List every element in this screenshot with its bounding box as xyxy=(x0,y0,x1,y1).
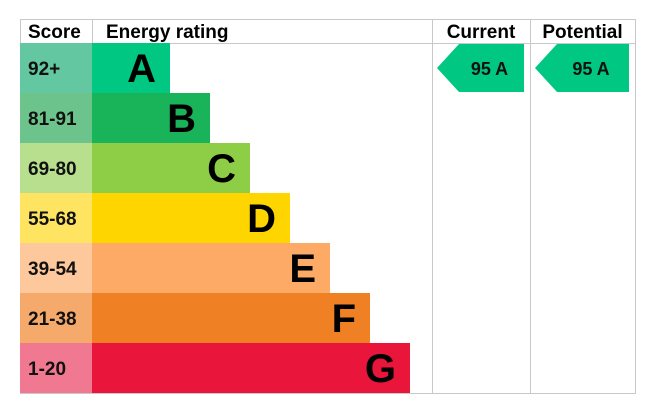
band-row-g: 1-20 G xyxy=(20,343,410,393)
header-current: Current xyxy=(447,22,516,43)
current-rating-arrow xyxy=(437,44,524,92)
score-range-label: 1-20 xyxy=(28,359,66,380)
potential-rating-label: 95 A xyxy=(572,59,609,79)
score-cell-g xyxy=(20,343,92,393)
score-range-label: 92+ xyxy=(28,59,60,80)
rating-letter-c: C xyxy=(207,147,236,191)
score-range-label: 39-54 xyxy=(28,259,77,280)
rating-bands: 92+ A 81-91 B 69-80 C 55-68 D 39-54 E 21-38 F 1-20 G xyxy=(20,43,410,393)
rating-letter-b: B xyxy=(167,97,196,141)
score-cell-a xyxy=(20,43,92,93)
rating-letter-g: G xyxy=(365,347,396,391)
rating-bar-g xyxy=(92,343,410,393)
score-cell-f xyxy=(20,293,92,343)
score-range-label: 21-38 xyxy=(28,309,77,330)
band-row-e: 39-54 E xyxy=(20,243,330,293)
score-range-label: 81-91 xyxy=(28,109,77,130)
band-row-a: 92+ A xyxy=(20,43,170,93)
band-row-d: 55-68 D xyxy=(20,193,290,243)
band-row-c: 69-80 C xyxy=(20,143,250,193)
band-row-f: 21-38 F xyxy=(20,293,370,343)
score-range-label: 55-68 xyxy=(28,209,77,230)
rating-bar-e xyxy=(92,243,330,293)
header-energy-rating: Energy rating xyxy=(106,22,228,43)
rating-letter-f: F xyxy=(332,297,356,341)
header-score: Score xyxy=(28,22,81,43)
header-potential: Potential xyxy=(542,22,622,43)
rating-letter-a: A xyxy=(127,47,156,91)
rating-bar-f xyxy=(92,293,370,343)
table-header: Score Energy rating Current Potential xyxy=(28,22,623,43)
rating-bar-d xyxy=(92,193,290,243)
potential-rating-arrow xyxy=(535,44,629,92)
potential-rating: 95 A xyxy=(535,44,629,92)
score-cell-d xyxy=(20,193,92,243)
score-range-label: 69-80 xyxy=(28,159,77,180)
current-rating-label: 95 A xyxy=(471,59,508,79)
rating-bar-a xyxy=(92,43,170,93)
rating-letter-d: D xyxy=(247,197,276,241)
current-rating: 95 A xyxy=(437,44,524,92)
rating-bar-c xyxy=(92,143,250,193)
score-cell-b xyxy=(20,93,92,143)
rating-bar-b xyxy=(92,93,210,143)
band-row-b: 81-91 B xyxy=(20,93,210,143)
rating-letter-e: E xyxy=(289,247,316,291)
rating-indicators: 95 A 95 A xyxy=(437,44,629,92)
score-cell-c xyxy=(20,143,92,193)
score-cell-e xyxy=(20,243,92,293)
